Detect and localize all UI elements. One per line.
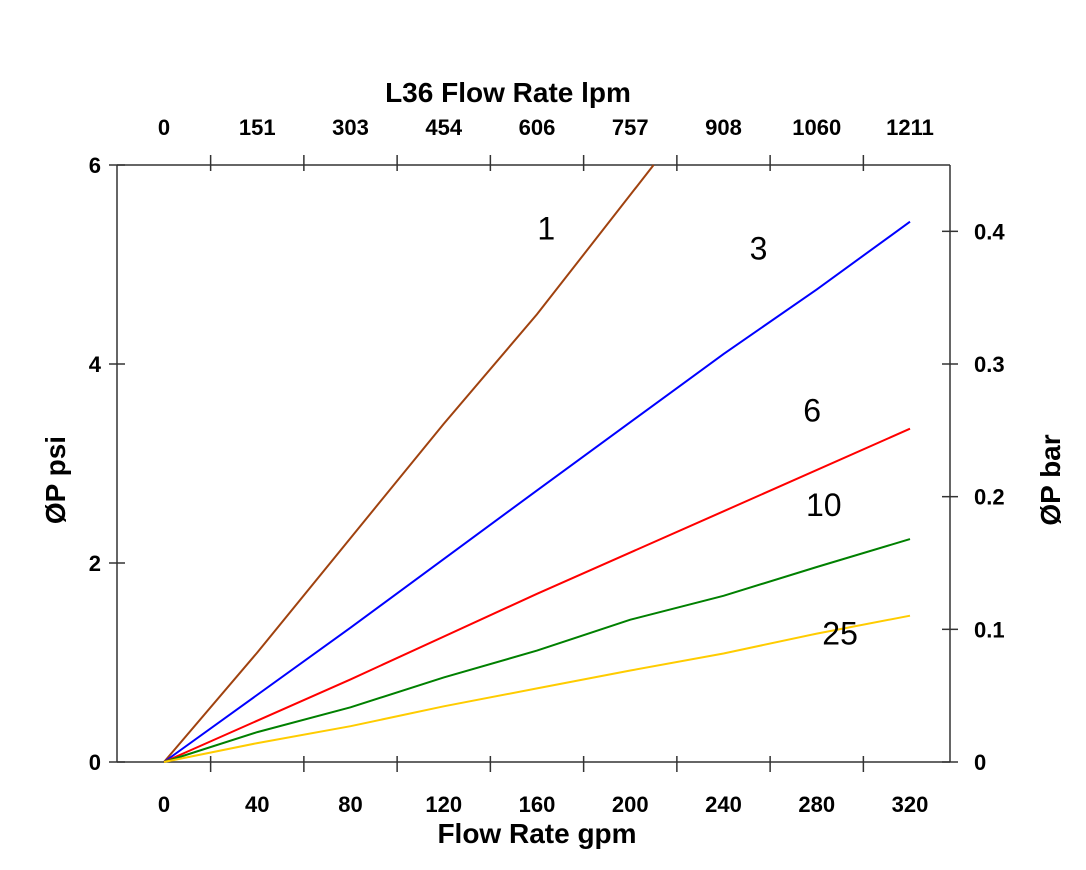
x-tick-label: 160 — [519, 792, 556, 817]
y2-tick-label: 0.2 — [974, 485, 1005, 510]
x-tick-label: 40 — [245, 792, 269, 817]
series-line-1 — [163, 164, 655, 763]
series-label-3: 3 — [750, 231, 768, 267]
x-tick-label: 320 — [892, 792, 929, 817]
series-label-6: 6 — [803, 393, 821, 429]
series-line-10 — [163, 538, 911, 763]
series-label-1: 1 — [537, 211, 555, 247]
series-label-10: 10 — [806, 487, 842, 523]
x-tick-label: 120 — [425, 792, 462, 817]
top-tick-label: 606 — [519, 115, 556, 140]
y2-tick-label: 0.3 — [974, 352, 1005, 377]
y-axis-label: ØP psi — [40, 436, 71, 524]
x-tick-label: 200 — [612, 792, 649, 817]
x-tick-label: 240 — [705, 792, 742, 817]
series-line-3 — [163, 220, 911, 763]
y-tick-label: 0 — [89, 750, 101, 775]
chart-title: L36 Flow Rate lpm — [385, 77, 631, 108]
top-tick-label: 151 — [239, 115, 276, 140]
top-tick-label: 303 — [332, 115, 369, 140]
top-tick-label: 757 — [612, 115, 649, 140]
top-tick-label: 908 — [705, 115, 742, 140]
series-line-6 — [163, 427, 911, 763]
y-tick-label: 2 — [89, 551, 101, 576]
y2-tick-label: 0.1 — [974, 617, 1005, 642]
top-tick-label: 1060 — [792, 115, 841, 140]
x-axis-label: Flow Rate gpm — [437, 818, 636, 849]
series-lines: 1 3 6 10 25 — [163, 164, 911, 763]
top-tick-label: 0 — [158, 115, 170, 140]
y2-tick-label: 0 — [974, 750, 986, 775]
y-tick-label: 6 — [89, 153, 101, 178]
x-tick-label: 80 — [338, 792, 362, 817]
x-tick-label: 0 — [158, 792, 170, 817]
top-tick-label: 454 — [425, 115, 462, 140]
series-label-25: 25 — [822, 616, 858, 652]
x-tick-label: 280 — [798, 792, 835, 817]
axes: 0040151803031204541606062007572409082801… — [89, 115, 1006, 817]
series-line-25 — [163, 614, 911, 763]
y-tick-label: 4 — [89, 352, 102, 377]
top-tick-label: 1211 — [886, 115, 934, 140]
y2-axis-label: ØP bar — [1035, 434, 1066, 525]
y2-tick-label: 0.4 — [974, 219, 1005, 244]
